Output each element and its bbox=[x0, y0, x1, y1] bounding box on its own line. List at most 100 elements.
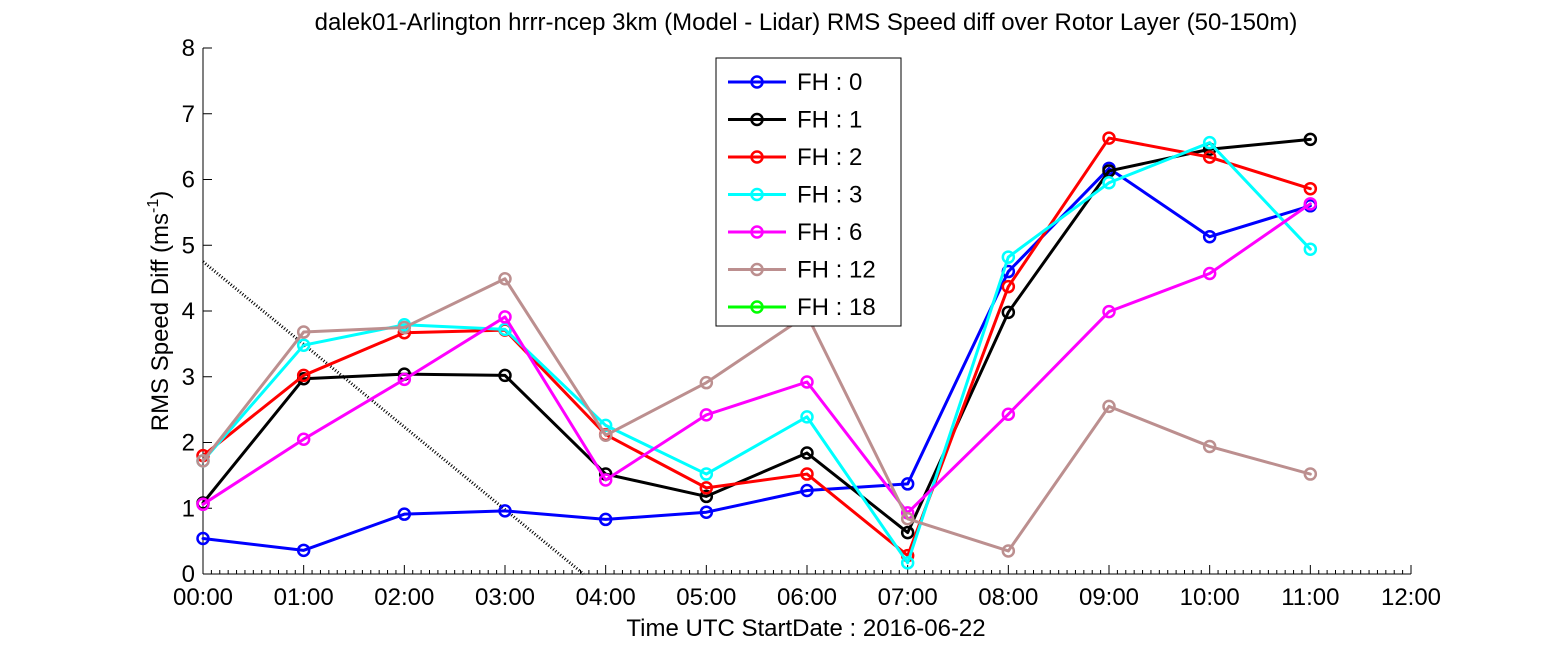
x-tick-label: 05:00 bbox=[676, 584, 736, 611]
data-point bbox=[1102, 176, 1116, 190]
x-tick-label: 00:00 bbox=[173, 584, 233, 611]
data-point bbox=[498, 310, 512, 324]
x-minor-ticks bbox=[210, 570, 1404, 574]
data-point bbox=[800, 483, 814, 498]
data-point bbox=[598, 512, 613, 527]
legend-marker bbox=[750, 150, 764, 164]
y-axis-label-close: ) bbox=[147, 191, 174, 199]
series-layer bbox=[196, 131, 1318, 570]
legend-marker bbox=[750, 187, 764, 202]
data-point bbox=[1001, 305, 1016, 320]
legend-label: FH : 18 bbox=[797, 294, 876, 321]
data-point bbox=[1001, 279, 1016, 294]
legend-label: FH : 12 bbox=[797, 257, 876, 284]
data-point bbox=[196, 497, 210, 512]
x-tick-label: 04:00 bbox=[576, 584, 636, 611]
series-line bbox=[201, 137, 1312, 535]
data-point bbox=[296, 543, 311, 558]
data-point bbox=[1102, 304, 1116, 319]
data-point bbox=[296, 432, 311, 446]
data-point bbox=[800, 410, 814, 424]
y-axis-label-group: RMS Speed Diff (ms-1) bbox=[145, 191, 174, 432]
data-point bbox=[1001, 250, 1016, 264]
title-layer: dalek01-Arlington hrrr-ncep 3km (Model -… bbox=[315, 9, 1298, 36]
x-tick-label: 02:00 bbox=[374, 584, 434, 611]
series-line bbox=[201, 202, 1312, 515]
data-point bbox=[498, 322, 512, 337]
legend-item: FH : 2 bbox=[728, 144, 862, 171]
y-tick-label: 6 bbox=[182, 167, 195, 194]
x-axis-label: Time UTC StartDate : 2016-06-22 bbox=[626, 615, 985, 642]
data-point bbox=[1303, 181, 1318, 196]
data-point bbox=[699, 467, 714, 481]
y-tick-label: 2 bbox=[182, 430, 195, 457]
series-line bbox=[201, 136, 1312, 558]
legend-label: FH : 1 bbox=[797, 107, 862, 134]
x-tick-label: 11:00 bbox=[1281, 584, 1339, 611]
y-tick-label: 0 bbox=[182, 561, 195, 588]
data-point bbox=[699, 408, 714, 422]
data-point bbox=[699, 375, 714, 390]
series-fh-1 bbox=[196, 132, 1318, 540]
data-point bbox=[699, 489, 714, 504]
legend-item: FH : 6 bbox=[728, 219, 862, 246]
dotted-reference-line bbox=[202, 260, 585, 576]
x-tick-label: 08:00 bbox=[978, 584, 1038, 611]
y-tick-label: 1 bbox=[182, 495, 195, 522]
legend-label: FH : 0 bbox=[797, 69, 862, 96]
y-tick-label: 5 bbox=[182, 232, 195, 259]
data-point bbox=[900, 512, 915, 526]
data-point bbox=[900, 556, 915, 570]
legend-box bbox=[715, 57, 902, 327]
data-point bbox=[1102, 131, 1116, 145]
y-tick-labels: 0 1 2 3 4 5 6 7 8 bbox=[182, 35, 195, 588]
legend-item: FH : 12 bbox=[728, 257, 876, 284]
legend-marker bbox=[750, 300, 764, 314]
data-point bbox=[1202, 150, 1217, 164]
x-tick-label: 07:00 bbox=[878, 584, 938, 611]
x-tick-labels: 00:00 01:00 02:00 03:00 04:00 05:00 06:00 07:00… bbox=[173, 584, 1441, 611]
data-point bbox=[1202, 229, 1217, 244]
legend-item: FH : 18 bbox=[728, 294, 876, 321]
x-tick-label: 09:00 bbox=[1079, 584, 1139, 611]
data-point bbox=[1202, 439, 1217, 454]
y-tick-label: 3 bbox=[182, 364, 195, 391]
data-point bbox=[1001, 544, 1016, 558]
legend-label: FH : 6 bbox=[797, 219, 862, 246]
x-tick-label: 03:00 bbox=[475, 584, 535, 611]
data-point bbox=[699, 481, 714, 495]
data-point bbox=[598, 428, 613, 443]
reference-line-layer bbox=[202, 260, 585, 576]
data-point bbox=[598, 473, 613, 487]
y-axis-label: RMS Speed Diff (ms-1) bbox=[145, 191, 174, 432]
data-point bbox=[1001, 407, 1016, 421]
data-point bbox=[498, 368, 512, 383]
data-point bbox=[699, 505, 714, 519]
legend-item: FH : 0 bbox=[728, 69, 862, 96]
data-point bbox=[196, 531, 210, 546]
y-axis-label-superscript: -1 bbox=[145, 199, 162, 213]
legend-item: FH : 1 bbox=[728, 107, 862, 134]
data-point bbox=[296, 338, 311, 352]
data-point bbox=[800, 375, 814, 389]
data-point bbox=[800, 467, 814, 481]
data-point bbox=[1303, 197, 1318, 211]
legend-label: FH : 2 bbox=[797, 144, 862, 171]
data-point bbox=[196, 454, 210, 468]
legend: FH : 0 FH : 1 FH : 2 FH : 3 FH : 6 FH : 12 FH … bbox=[715, 57, 902, 327]
legend-marker bbox=[750, 112, 764, 127]
series-line bbox=[201, 166, 1312, 552]
series-fh-0 bbox=[196, 161, 1318, 558]
x-tick-label: 06:00 bbox=[777, 584, 837, 611]
legend-marker bbox=[750, 225, 764, 239]
data-point bbox=[498, 504, 512, 518]
legend-item: FH : 3 bbox=[728, 182, 862, 209]
chart-title: dalek01-Arlington hrrr-ncep 3km (Model -… bbox=[315, 9, 1298, 36]
series-fh-12 bbox=[196, 272, 1318, 558]
data-point bbox=[800, 446, 814, 460]
data-point bbox=[1303, 132, 1318, 147]
x-tick-label: 12:00 bbox=[1381, 584, 1441, 611]
y-tick-label: 4 bbox=[182, 298, 195, 325]
